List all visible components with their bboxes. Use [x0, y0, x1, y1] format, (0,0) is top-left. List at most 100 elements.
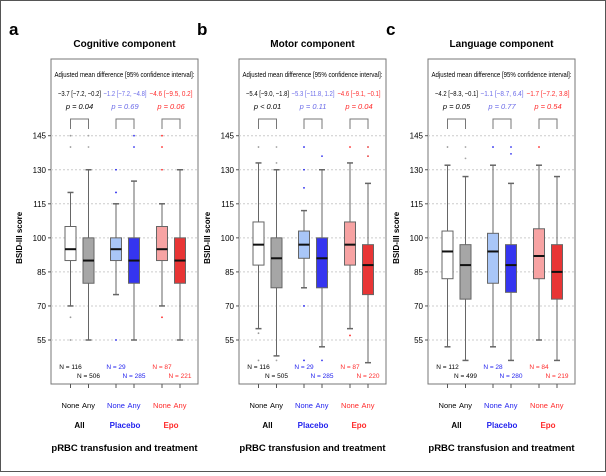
- group-label: All: [74, 421, 84, 430]
- y-tick-label: 100: [410, 234, 424, 243]
- outlier-point: [492, 146, 494, 148]
- n-label: N = 29: [294, 364, 314, 371]
- x-tick-label: None: [107, 401, 125, 410]
- comparison-bracket: [161, 118, 181, 129]
- panel-letter: b: [197, 20, 207, 39]
- y-tick-label: 115: [221, 200, 234, 209]
- x-tick-label: Any: [551, 401, 564, 410]
- box: [487, 232, 499, 284]
- adjusted-difference: −5.4 [−9.0, −1.8]: [246, 89, 289, 98]
- outlier-point: [115, 168, 117, 171]
- n-label: N = 84: [529, 364, 549, 371]
- outlier-point: [538, 146, 540, 148]
- panel-b: b Motor component Adjusted mean difference…: [197, 20, 387, 454]
- outlier-point: [367, 146, 369, 148]
- x-tick-label: Any: [270, 401, 283, 410]
- outlier-point: [133, 146, 135, 148]
- outlier-point: [510, 152, 512, 155]
- panel-title: Language component: [450, 39, 555, 50]
- adjusted-difference: −5.3 [−11.8, 1.2]: [292, 89, 335, 98]
- box: [459, 244, 472, 300]
- group-label: Epo: [163, 421, 178, 430]
- box: [252, 221, 265, 266]
- n-label: N = 29: [106, 364, 126, 371]
- outlier-point: [349, 146, 351, 148]
- y-tick-label: 145: [221, 132, 235, 141]
- p-value: p < 0.01: [253, 102, 281, 111]
- y-tick-label: 85: [414, 268, 423, 277]
- n-label: N = 280: [500, 373, 523, 380]
- group-label: Placebo: [110, 421, 141, 430]
- group-label: Placebo: [487, 421, 518, 430]
- n-label: N = 87: [152, 364, 172, 371]
- outlier-point: [275, 359, 278, 362]
- outlier-point: [303, 146, 305, 148]
- panel-letter: c: [386, 20, 395, 39]
- adjusted-difference: −1.1 [−8.7, 6.4]: [481, 89, 524, 98]
- n-label: N = 221: [169, 373, 192, 380]
- n-label: N = 285: [123, 373, 146, 380]
- comparison-bracket: [70, 118, 89, 129]
- p-value: p = 0.11: [299, 102, 327, 111]
- group-label: Epo: [540, 421, 555, 430]
- outlier-point: [257, 359, 260, 362]
- outlier-point: [275, 162, 278, 164]
- outlier-point: [161, 146, 163, 148]
- x-tick-label: None: [250, 401, 268, 410]
- outlier-point: [510, 146, 512, 148]
- comparison-bracket: [115, 118, 135, 129]
- outlier-point: [161, 134, 163, 137]
- outlier-point: [115, 339, 117, 341]
- outlier-point: [303, 168, 305, 171]
- box: [505, 244, 517, 293]
- group-label: All: [451, 421, 461, 430]
- y-tick-label: 130: [410, 166, 424, 175]
- x-tick-label: None: [439, 401, 457, 410]
- n-label: N = 116: [247, 364, 270, 371]
- annotation-header: Adjusted mean difference [95% confidence…: [432, 72, 572, 79]
- y-tick-label: 70: [414, 302, 423, 311]
- n-label: N = 112: [436, 364, 459, 371]
- x-tick-label: Any: [505, 401, 518, 410]
- x-tick-label: Any: [459, 401, 472, 410]
- x-tick-label: None: [530, 401, 548, 410]
- comparison-bracket: [303, 118, 323, 129]
- box: [533, 228, 545, 280]
- outlier-point: [257, 146, 260, 148]
- y-tick-label: 85: [37, 268, 46, 277]
- y-tick-label: 115: [33, 200, 46, 209]
- p-value: p = 0.05: [442, 102, 471, 111]
- n-label: N = 505: [265, 373, 288, 380]
- group-label: All: [262, 421, 272, 430]
- outlier-point: [321, 359, 323, 362]
- comparison-bracket: [258, 118, 277, 129]
- x-tick-label: None: [153, 401, 171, 410]
- outlier-point: [69, 134, 72, 137]
- x-tick-label: None: [341, 401, 359, 410]
- x-axis-label: pRBC transfusion and treatment: [51, 443, 198, 454]
- outlier-point: [161, 168, 163, 171]
- outlier-point: [115, 191, 117, 194]
- p-value: p = 0.77: [487, 102, 516, 111]
- y-tick-label: 115: [410, 200, 423, 209]
- y-tick-label: 130: [33, 166, 47, 175]
- comparison-bracket: [447, 118, 466, 129]
- outlier-point: [349, 334, 351, 337]
- outlier-point: [161, 316, 163, 319]
- y-tick-label: 130: [221, 166, 235, 175]
- x-tick-label: None: [484, 401, 502, 410]
- outlier-point: [69, 339, 72, 341]
- n-label: N = 219: [546, 373, 569, 380]
- comparison-bracket: [538, 118, 558, 129]
- outlier-point: [69, 146, 72, 148]
- x-tick-label: None: [62, 401, 80, 410]
- p-value: p = 0.69: [110, 102, 139, 111]
- n-label: N = 116: [59, 364, 82, 371]
- annotation-header: Adjusted mean difference [95% confidence…: [243, 72, 383, 79]
- outlier-point: [275, 146, 278, 148]
- adjusted-difference: −3.7 [−7.2, −0.2]: [58, 89, 101, 98]
- group-label: Placebo: [298, 421, 329, 430]
- outlier-point: [133, 134, 135, 137]
